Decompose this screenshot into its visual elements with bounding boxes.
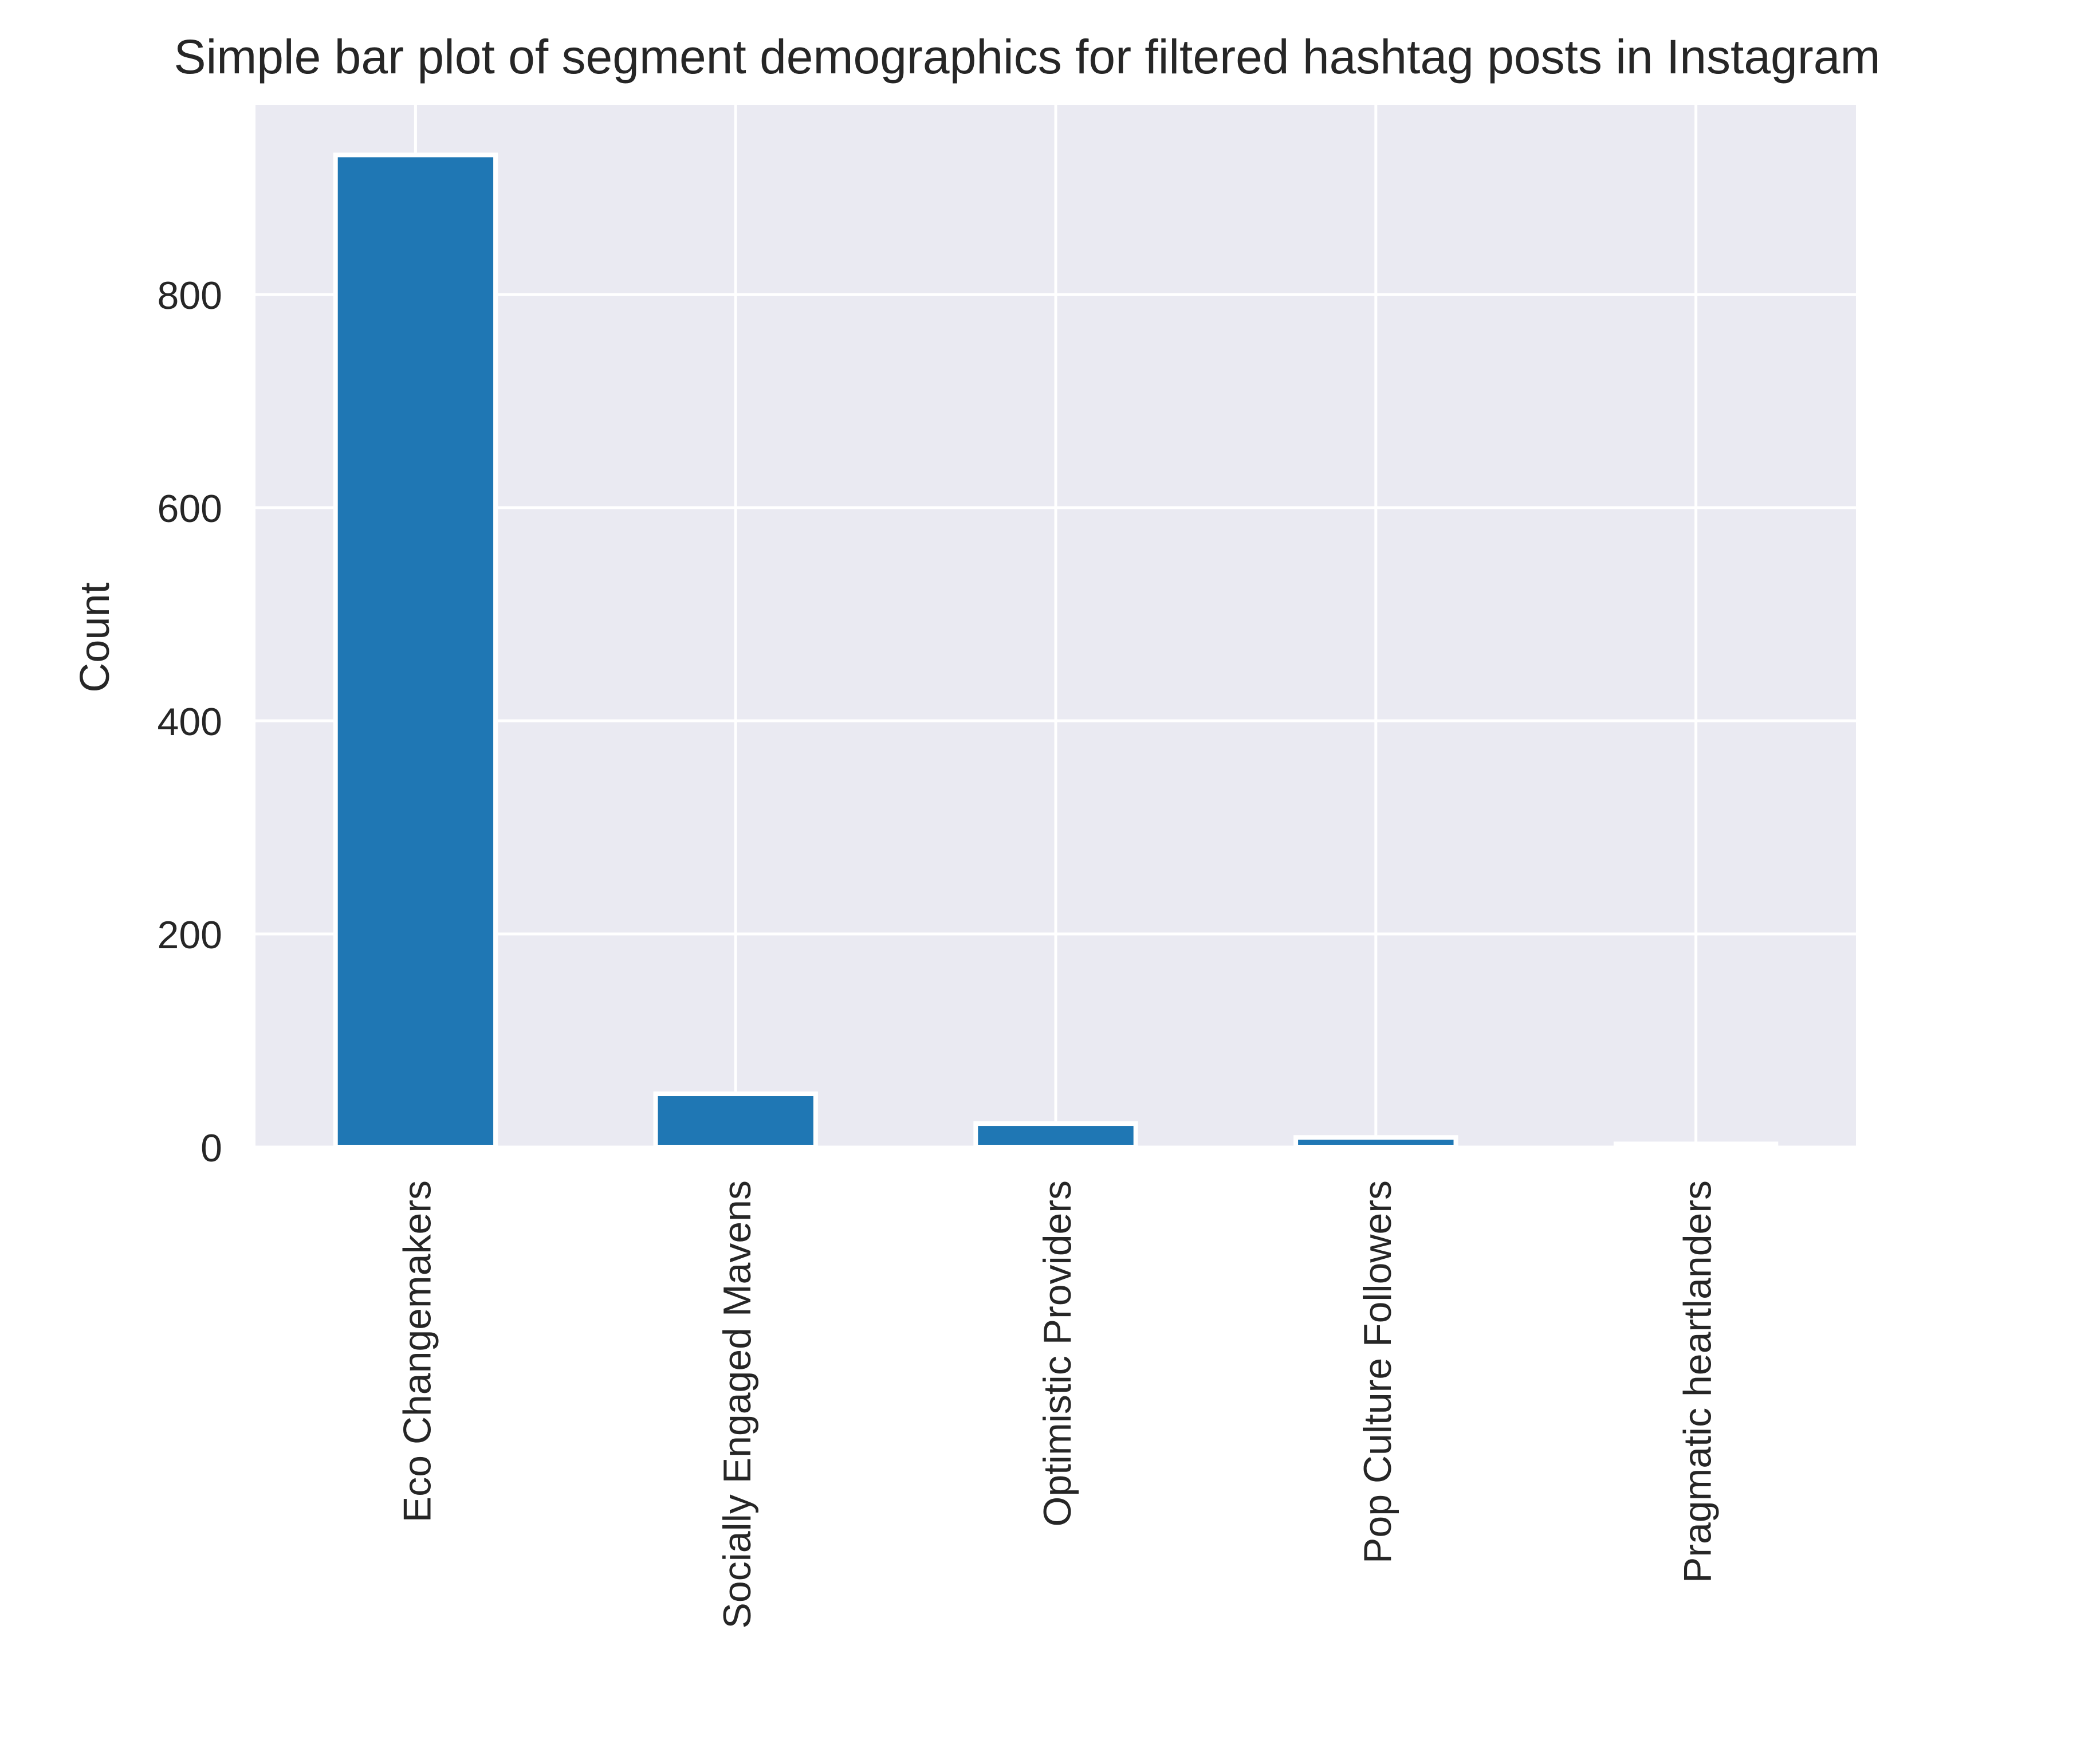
bar-eco-changemakers bbox=[333, 152, 498, 1150]
x-tick-label: Optimistic Providers bbox=[1036, 1180, 1079, 1527]
bar-pop-culture-followers bbox=[1293, 1135, 1458, 1150]
bars bbox=[333, 152, 1779, 1150]
y-axis-label: Count bbox=[72, 582, 118, 692]
x-tick-label: Socially Engaged Mavens bbox=[715, 1180, 759, 1628]
bar-optimistic-providers bbox=[973, 1121, 1138, 1149]
bar-socially-engaged-mavens bbox=[653, 1091, 818, 1150]
x-tick-label: Pop Culture Followers bbox=[1356, 1180, 1399, 1564]
y-tick-label: 400 bbox=[158, 700, 222, 744]
y-tick-labels: 0 200 400 600 800 bbox=[158, 274, 222, 1170]
x-tick-label: Eco Changemakers bbox=[395, 1180, 439, 1522]
y-tick-label: 0 bbox=[200, 1126, 222, 1170]
y-tick-label: 600 bbox=[158, 487, 222, 531]
bar-pragmatic-heartlanders bbox=[1613, 1141, 1779, 1150]
x-tick-label: Pragmatic heartlanders bbox=[1676, 1180, 1720, 1583]
y-tick-label: 800 bbox=[158, 274, 222, 317]
y-tick-label: 200 bbox=[158, 913, 222, 957]
x-tick-labels: Eco Changemakers Socially Engaged Mavens O… bbox=[395, 1180, 1719, 1628]
chart-title: Simple bar plot of segment demographics … bbox=[174, 30, 1881, 84]
